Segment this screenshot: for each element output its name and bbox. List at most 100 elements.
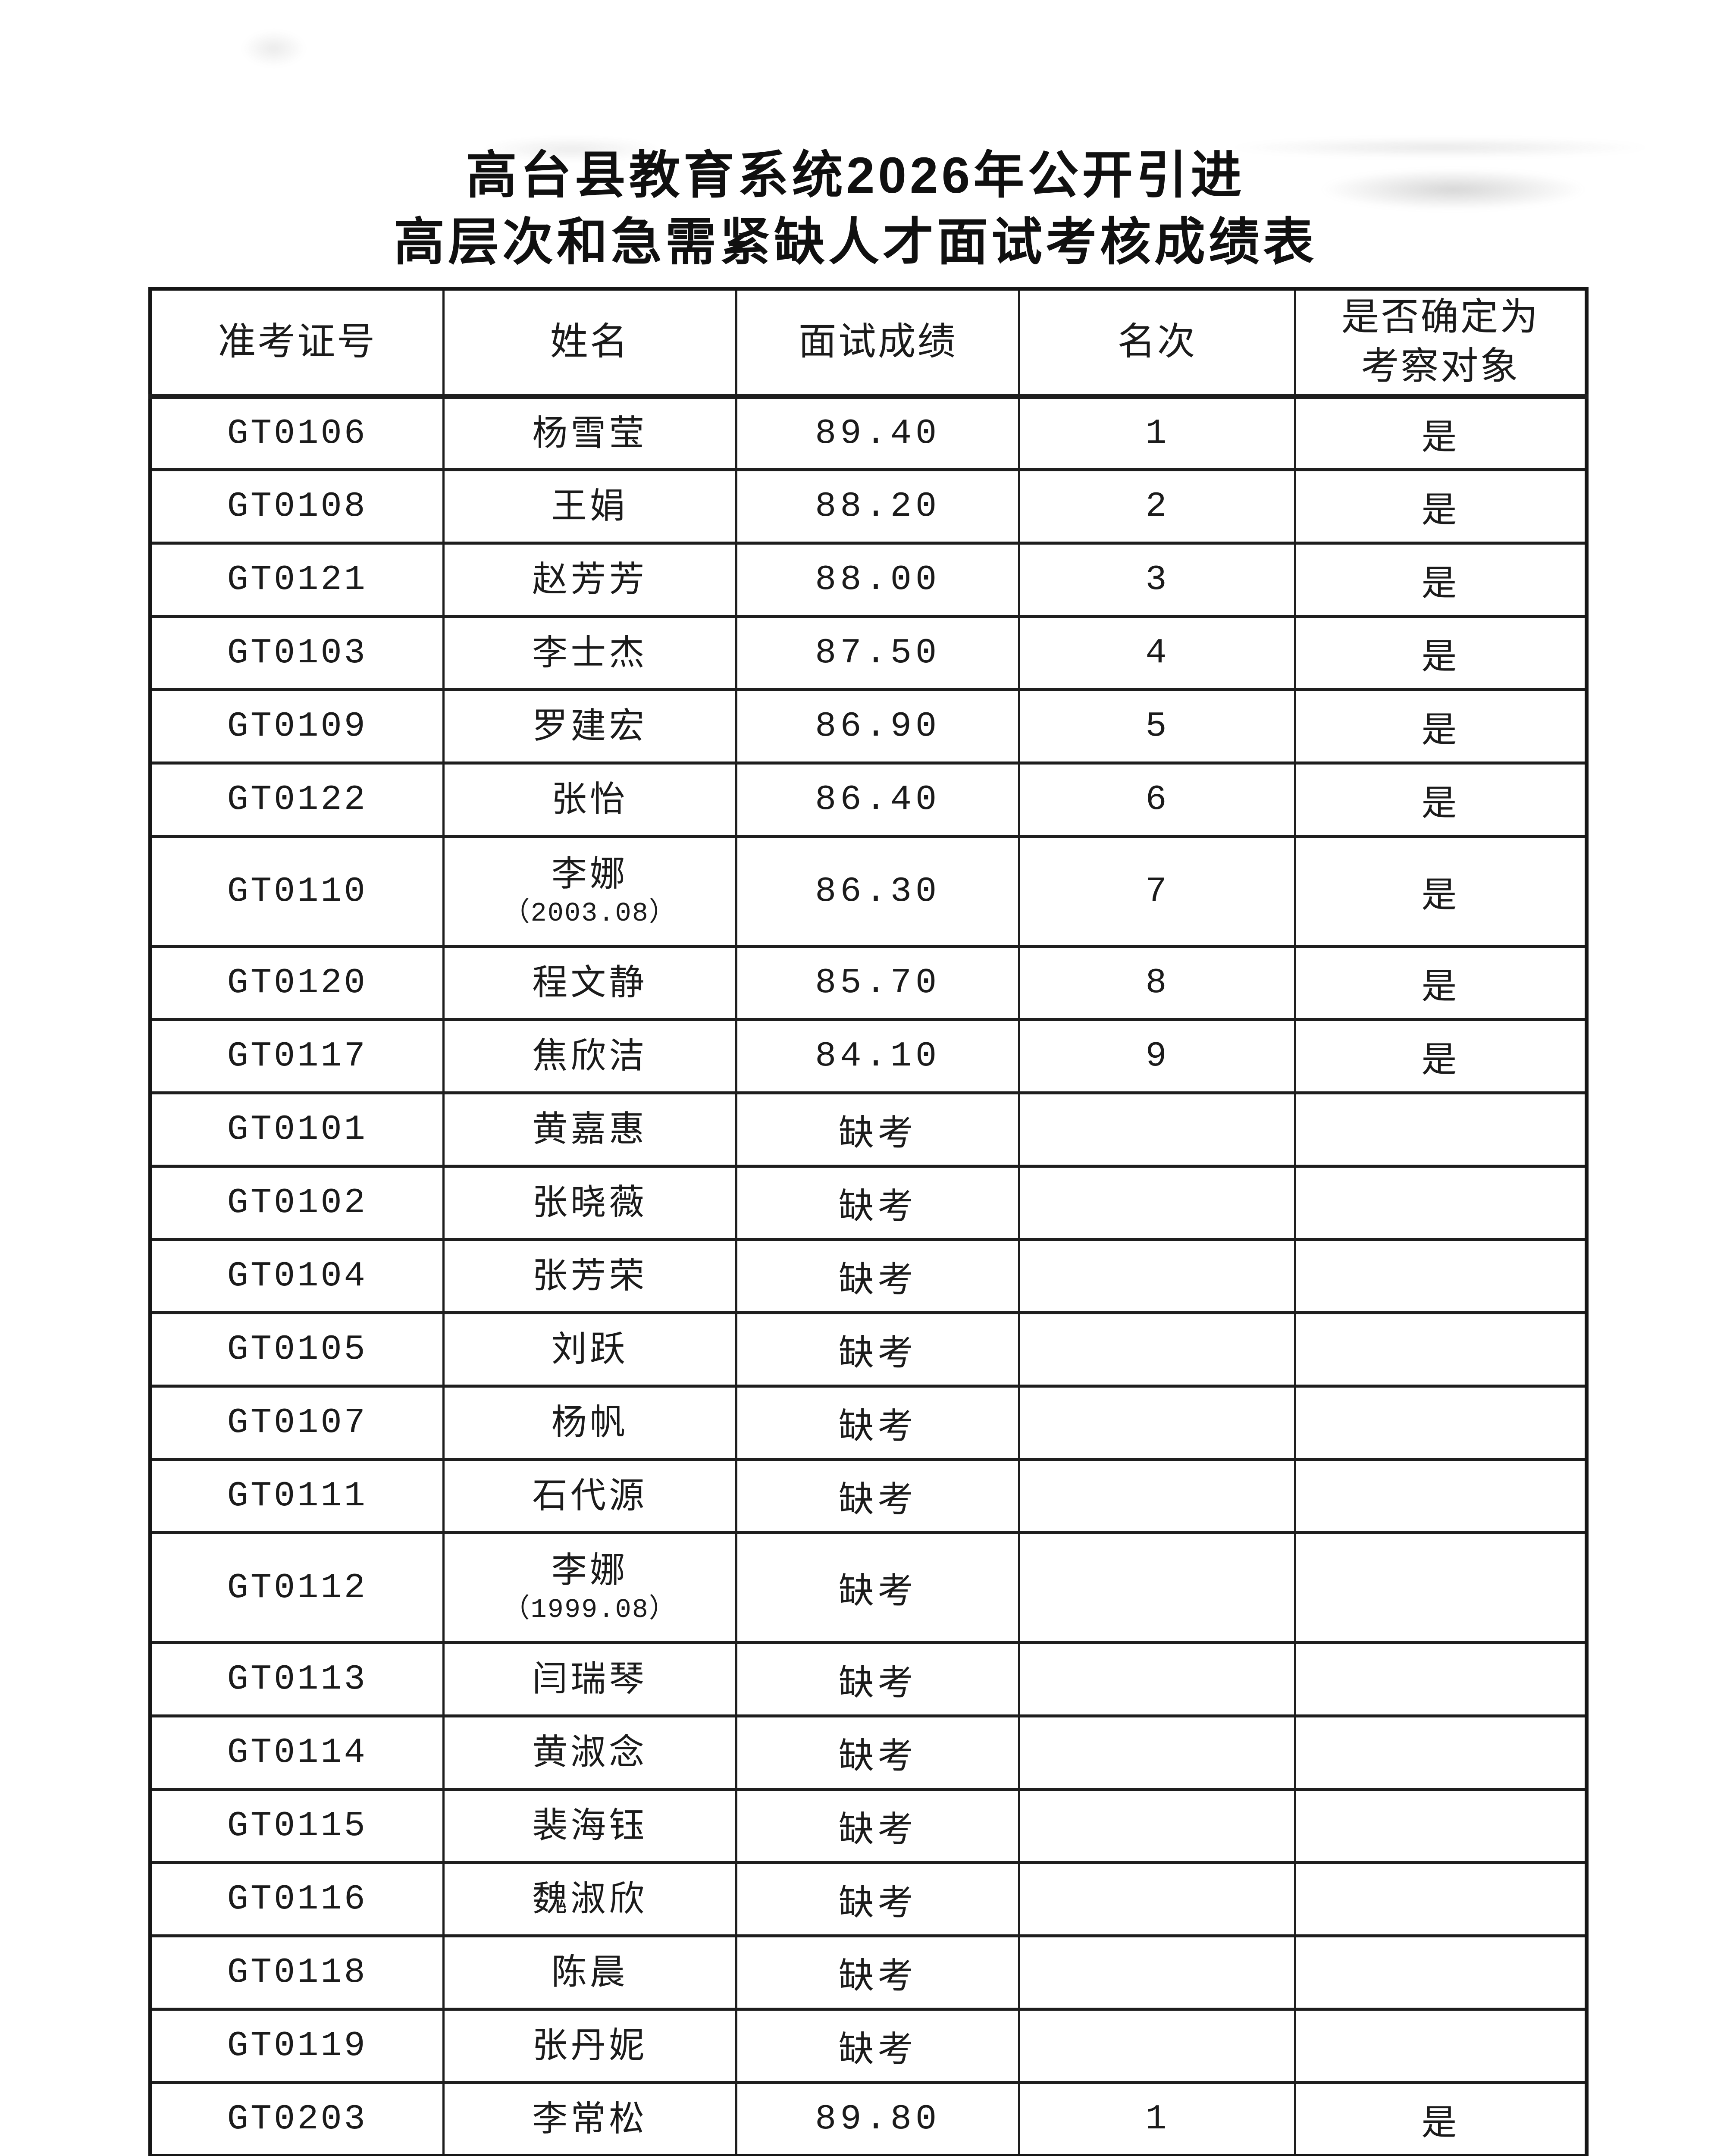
cell-confirmed-for-review: [1294, 1165, 1588, 1241]
cell-interview-score: 86.90: [735, 688, 1021, 765]
table-row: GT0121 赵芳芳 88.00 3 是: [149, 542, 1588, 618]
cell-confirmed-for-review: [1294, 1458, 1588, 1534]
cell-exam-number: GT0107: [149, 1385, 445, 1461]
cell-exam-number: GT0101: [149, 1091, 445, 1168]
column-header-confirmed-for-review: 是否确定为 考察对象: [1294, 287, 1588, 399]
cell-rank: 5: [1018, 688, 1296, 765]
table-row: GT0120 程文静 85.70 8 是: [149, 945, 1588, 1021]
candidate-name: 李常松: [532, 2099, 648, 2138]
cell-interview-score: 缺考: [735, 1788, 1021, 1864]
cell-exam-number: GT0122: [149, 761, 445, 838]
cell-interview-score: 缺考: [735, 1311, 1021, 1388]
table-row: GT0101 黄嘉惠 缺考: [149, 1091, 1588, 1168]
cell-interview-score: 89.80: [735, 2081, 1021, 2156]
table-row: GT0103 李士杰 87.50 4 是: [149, 615, 1588, 691]
cell-interview-score: 缺考: [735, 1165, 1021, 1241]
cell-exam-number: GT0120: [149, 945, 445, 1021]
cell-name: 李常松: [442, 2081, 738, 2156]
cell-interview-score: 缺考: [735, 1714, 1021, 1791]
cell-name: 程文静: [442, 945, 738, 1021]
table-row: GT0110 李娜 （2003.08） 86.30 7 是: [149, 835, 1588, 948]
column-header-name: 姓名: [442, 287, 738, 399]
cell-name: 陈晨: [442, 1934, 738, 2011]
cell-confirmed-for-review: 是: [1294, 395, 1588, 471]
cell-exam-number: GT0106: [149, 395, 445, 471]
table-row: GT0117 焦欣洁 84.10 9 是: [149, 1018, 1588, 1094]
table-row: GT0113 闫瑞琴 缺考: [149, 1641, 1588, 1717]
cell-name: 魏淑欣: [442, 1861, 738, 1937]
table-row: GT0106 杨雪莹 89.40 1 是: [149, 395, 1588, 471]
cell-rank: 1: [1018, 2081, 1296, 2156]
cell-name: 杨帆: [442, 1385, 738, 1461]
table-body: GT0106 杨雪莹 89.40 1 是 GT0108 王娟 88.20 2 是…: [149, 395, 1588, 2156]
cell-name: 张丹妮: [442, 2008, 738, 2084]
table-row: GT0112 李娜 （1999.08） 缺考: [149, 1531, 1588, 1644]
cell-exam-number: GT0118: [149, 1934, 445, 2011]
candidate-name: 李娜: [551, 854, 628, 894]
cell-exam-number: GT0119: [149, 2008, 445, 2084]
cell-interview-score: 88.00: [735, 542, 1021, 618]
cell-name: 张怡: [442, 761, 738, 838]
cell-rank: [1018, 1458, 1296, 1534]
cell-confirmed-for-review: [1294, 1641, 1588, 1717]
cell-confirmed-for-review: [1294, 1238, 1588, 1314]
cell-confirmed-for-review: 是: [1294, 615, 1588, 691]
cell-rank: [1018, 2008, 1296, 2084]
candidate-name: 李娜: [551, 1551, 628, 1590]
cell-interview-score: 缺考: [735, 1238, 1021, 1314]
document-title-line1: 高台县教育系统2026年公开引进: [466, 147, 1245, 204]
cell-rank: 9: [1018, 1018, 1296, 1094]
scan-artifact: [241, 30, 306, 67]
cell-interview-score: 缺考: [735, 1531, 1021, 1644]
cell-rank: [1018, 1531, 1296, 1644]
cell-exam-number: GT0103: [149, 615, 445, 691]
cell-rank: [1018, 1861, 1296, 1937]
cell-exam-number: GT0104: [149, 1238, 445, 1314]
candidate-birthdate: （1999.08）: [503, 1594, 677, 1625]
cell-name: 闫瑞琴: [442, 1641, 738, 1717]
cell-exam-number: GT0109: [149, 688, 445, 765]
candidate-name: 陈晨: [551, 1952, 628, 1992]
cell-rank: [1018, 1238, 1296, 1314]
column-header-rank: 名次: [1018, 287, 1296, 399]
cell-rank: 7: [1018, 835, 1296, 948]
cell-name: 黄嘉惠: [442, 1091, 738, 1168]
cell-name: 焦欣洁: [442, 1018, 738, 1094]
candidate-name: 罗建宏: [532, 706, 648, 746]
cell-confirmed-for-review: [1294, 1311, 1588, 1388]
candidate-name: 闫瑞琴: [532, 1659, 648, 1699]
candidate-name: 石代源: [532, 1476, 648, 1516]
cell-confirmed-for-review: [1294, 1385, 1588, 1461]
cell-rank: [1018, 1311, 1296, 1388]
candidate-name: 张怡: [551, 780, 628, 819]
cell-confirmed-for-review: 是: [1294, 761, 1588, 838]
candidate-name: 赵芳芳: [532, 560, 648, 599]
cell-interview-score: 缺考: [735, 1091, 1021, 1168]
cell-name: 李娜 （1999.08）: [442, 1531, 738, 1644]
cell-exam-number: GT0121: [149, 542, 445, 618]
cell-name: 裴海钰: [442, 1788, 738, 1864]
candidate-name: 张芳荣: [532, 1256, 648, 1296]
cell-confirmed-for-review: 是: [1294, 835, 1588, 948]
cell-confirmed-for-review: 是: [1294, 542, 1588, 618]
cell-exam-number: GT0114: [149, 1714, 445, 1791]
table-row: GT0105 刘跃 缺考: [149, 1311, 1588, 1388]
table-row: GT0102 张晓薇 缺考: [149, 1165, 1588, 1241]
cell-confirmed-for-review: [1294, 2008, 1588, 2084]
cell-confirmed-for-review: [1294, 1714, 1588, 1791]
cell-confirmed-for-review: 是: [1294, 688, 1588, 765]
cell-name: 张晓薇: [442, 1165, 738, 1241]
table-row: GT0119 张丹妮 缺考: [149, 2008, 1588, 2084]
table-row: GT0111 石代源 缺考: [149, 1458, 1588, 1534]
cell-interview-score: 88.20: [735, 468, 1021, 545]
cell-confirmed-for-review: 是: [1294, 468, 1588, 545]
table-row: GT0203 李常松 89.80 1 是: [149, 2081, 1588, 2156]
table-row: GT0108 王娟 88.20 2 是: [149, 468, 1588, 545]
cell-interview-score: 89.40: [735, 395, 1021, 471]
cell-exam-number: GT0116: [149, 1861, 445, 1937]
candidate-name: 张晓薇: [532, 1183, 648, 1222]
table-row: GT0109 罗建宏 86.90 5 是: [149, 688, 1588, 765]
candidate-name: 杨雪莹: [532, 414, 648, 453]
candidate-name: 程文静: [532, 963, 648, 1003]
